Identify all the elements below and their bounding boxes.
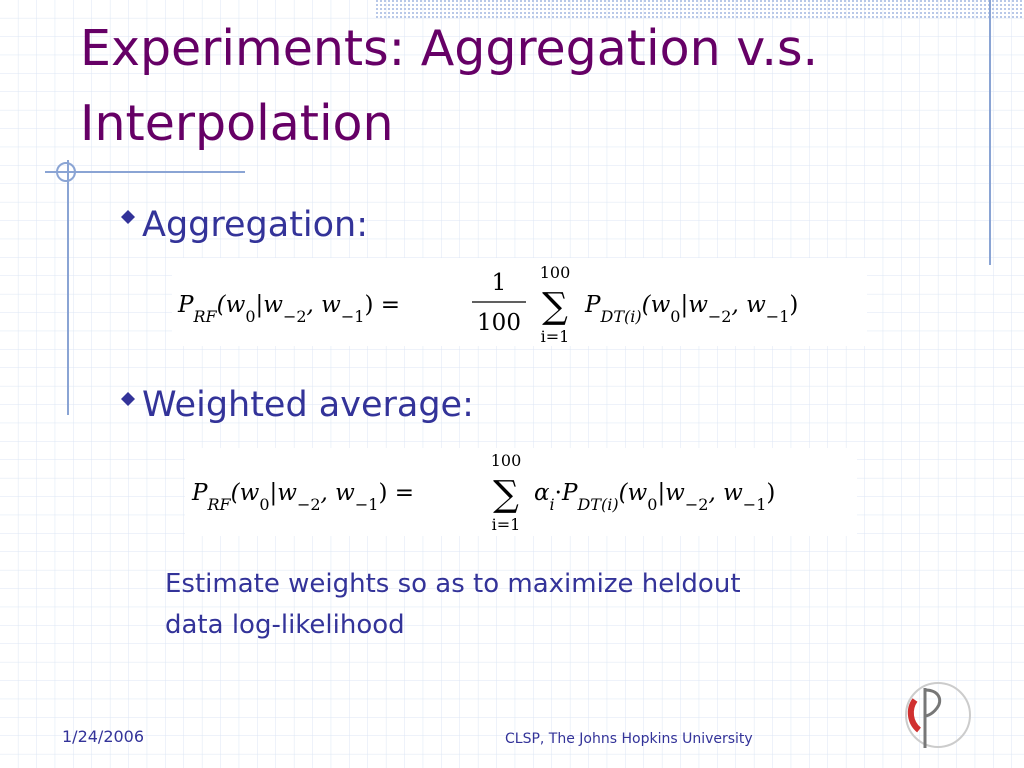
bullet-icon: [121, 392, 135, 406]
sym: 0: [259, 495, 269, 514]
sym: , w: [307, 292, 342, 318]
numerator: 1: [492, 270, 507, 296]
footer-date: 1/24/2006: [62, 727, 144, 746]
sym: , w: [321, 480, 356, 506]
sym: ) =: [378, 480, 414, 506]
sym: P: [177, 292, 194, 318]
sym: ·: [555, 480, 562, 506]
accent-circle: [56, 162, 76, 182]
sum-upper: 100: [491, 451, 522, 470]
sym: 0: [245, 307, 255, 326]
sym: −1: [743, 495, 767, 514]
sym: P: [561, 480, 578, 506]
sym: i: [550, 495, 555, 514]
sym: RF: [192, 307, 217, 326]
bullet-label: Aggregation:: [142, 205, 368, 245]
sym: |w: [657, 480, 685, 506]
formula-box: [185, 448, 857, 536]
formula: PRF(w0|w−2, w−1) =: [191, 480, 414, 514]
sym: |w: [680, 292, 708, 318]
sym: −2: [297, 495, 321, 514]
denominator: 100: [477, 310, 521, 336]
formula: αi·PDT(i)(w0|w−2, w−1): [534, 480, 775, 514]
title-line: Interpolation: [80, 95, 394, 152]
bullet-label: Weighted average:: [142, 385, 474, 425]
sym: −2: [283, 307, 307, 326]
footer-org: CLSP, The Johns Hopkins University: [505, 731, 753, 747]
sym: −2: [685, 495, 709, 514]
sym: DT(i): [599, 307, 641, 326]
logo: [905, 682, 971, 748]
sum-lower: i=1: [492, 515, 521, 534]
sym: , w: [731, 292, 766, 318]
sym: RF: [206, 495, 231, 514]
note-line: Estimate weights so as to maximize heldo…: [165, 569, 741, 599]
formula: PRF(w0|w−2, w−1) =: [177, 292, 400, 326]
title-line: Experiments: Aggregation v.s.: [80, 20, 818, 77]
sum-symbol: ∑: [493, 474, 519, 515]
sym: P: [584, 292, 601, 318]
sym: |w: [270, 480, 298, 506]
sym: P: [191, 480, 208, 506]
sym: −1: [766, 307, 790, 326]
sum-lower: i=1: [541, 327, 570, 346]
sym: (w: [642, 292, 671, 318]
sym: ): [789, 292, 798, 318]
sym: ): [766, 480, 775, 506]
sym: DT(i): [576, 495, 618, 514]
sym: ) =: [364, 292, 400, 318]
bullet-icon: [121, 210, 135, 224]
sym: (w: [619, 480, 648, 506]
sym: (w: [231, 480, 260, 506]
formula: PDT(i)(w0|w−2, w−1): [584, 292, 798, 326]
sym: (w: [217, 292, 246, 318]
sym: |w: [256, 292, 284, 318]
sym: −1: [355, 495, 379, 514]
top-band: [375, 0, 1024, 18]
sym: 0: [647, 495, 657, 514]
sym: α: [534, 480, 550, 506]
sym: −1: [341, 307, 365, 326]
note-line: data log-likelihood: [165, 610, 405, 640]
sym: , w: [708, 480, 743, 506]
sym: 0: [670, 307, 680, 326]
sum-upper: 100: [540, 263, 571, 282]
sum-symbol: ∑: [542, 286, 568, 327]
sym: −2: [708, 307, 732, 326]
